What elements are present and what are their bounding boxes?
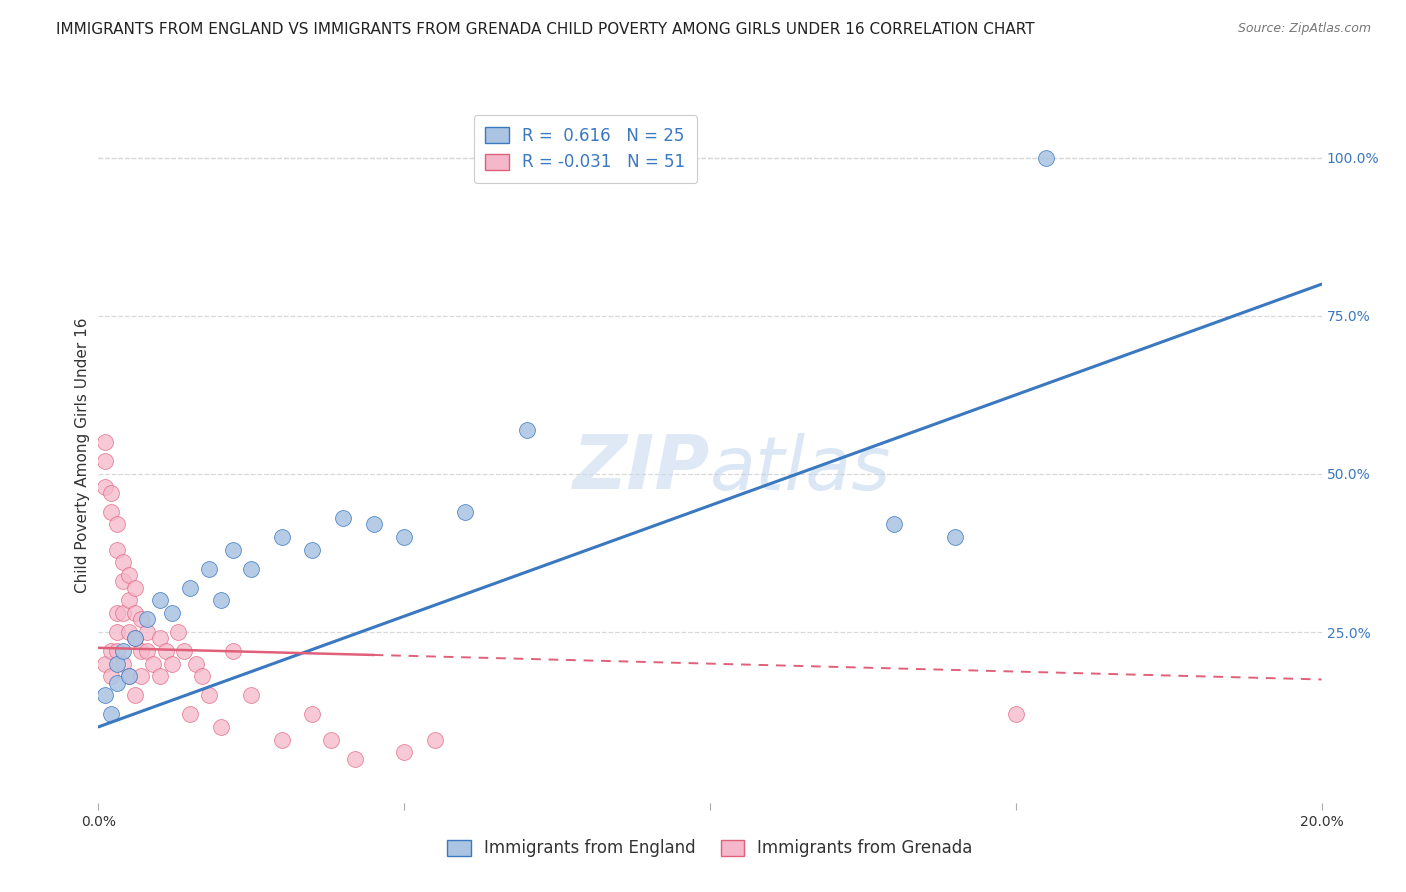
Legend: Immigrants from England, Immigrants from Grenada: Immigrants from England, Immigrants from… <box>440 833 980 864</box>
Point <box>118 625 141 640</box>
Point <box>136 612 159 626</box>
Point <box>167 625 190 640</box>
Point <box>179 581 201 595</box>
Point <box>124 606 146 620</box>
Point <box>129 644 152 658</box>
Point <box>270 530 292 544</box>
Point <box>240 688 263 702</box>
Point <box>105 606 128 620</box>
Point <box>186 657 208 671</box>
Point <box>129 612 152 626</box>
Point <box>363 517 385 532</box>
Point <box>118 568 141 582</box>
Point <box>319 732 342 747</box>
Point <box>149 669 172 683</box>
Point <box>124 632 146 646</box>
Point <box>209 593 232 607</box>
Point <box>100 707 122 722</box>
Point <box>222 644 245 658</box>
Point <box>423 732 446 747</box>
Point <box>124 581 146 595</box>
Point <box>105 542 128 557</box>
Point <box>155 644 177 658</box>
Point <box>124 688 146 702</box>
Point <box>111 644 134 658</box>
Point <box>344 751 367 765</box>
Point <box>301 707 323 722</box>
Text: IMMIGRANTS FROM ENGLAND VS IMMIGRANTS FROM GRENADA CHILD POVERTY AMONG GIRLS UND: IMMIGRANTS FROM ENGLAND VS IMMIGRANTS FR… <box>56 22 1035 37</box>
Point <box>93 657 115 671</box>
Point <box>105 517 128 532</box>
Point <box>142 657 165 671</box>
Point <box>93 479 115 493</box>
Point <box>173 644 195 658</box>
Point <box>149 593 172 607</box>
Point <box>100 486 122 500</box>
Point <box>124 632 146 646</box>
Point <box>222 542 245 557</box>
Point <box>179 707 201 722</box>
Point <box>197 688 219 702</box>
Point <box>93 688 115 702</box>
Point <box>209 720 232 734</box>
Point <box>111 657 134 671</box>
Point <box>943 530 966 544</box>
Point <box>93 454 115 468</box>
Point <box>454 505 477 519</box>
Point <box>100 505 122 519</box>
Point <box>118 669 141 683</box>
Point <box>392 745 416 759</box>
Point <box>129 669 152 683</box>
Point <box>93 435 115 450</box>
Point <box>111 556 134 570</box>
Point <box>118 669 141 683</box>
Y-axis label: Child Poverty Among Girls Under 16: Child Poverty Among Girls Under 16 <box>75 318 90 592</box>
Point <box>883 517 905 532</box>
Point <box>100 669 122 683</box>
Point <box>111 574 134 589</box>
Point <box>136 625 159 640</box>
Point <box>301 542 323 557</box>
Point <box>105 644 128 658</box>
Point <box>191 669 214 683</box>
Point <box>197 562 219 576</box>
Point <box>392 530 416 544</box>
Point <box>160 606 183 620</box>
Point <box>240 562 263 576</box>
Point <box>160 657 183 671</box>
Point <box>118 593 141 607</box>
Point <box>105 675 128 690</box>
Point <box>136 644 159 658</box>
Text: ZIP: ZIP <box>572 433 710 506</box>
Point <box>332 511 354 525</box>
Point <box>516 423 538 437</box>
Point <box>1004 707 1026 722</box>
Point <box>105 657 128 671</box>
Point <box>1035 151 1057 165</box>
Text: Source: ZipAtlas.com: Source: ZipAtlas.com <box>1237 22 1371 36</box>
Point <box>149 632 172 646</box>
Point <box>105 625 128 640</box>
Point <box>270 732 292 747</box>
Point <box>100 644 122 658</box>
Point <box>111 606 134 620</box>
Text: atlas: atlas <box>710 433 891 505</box>
